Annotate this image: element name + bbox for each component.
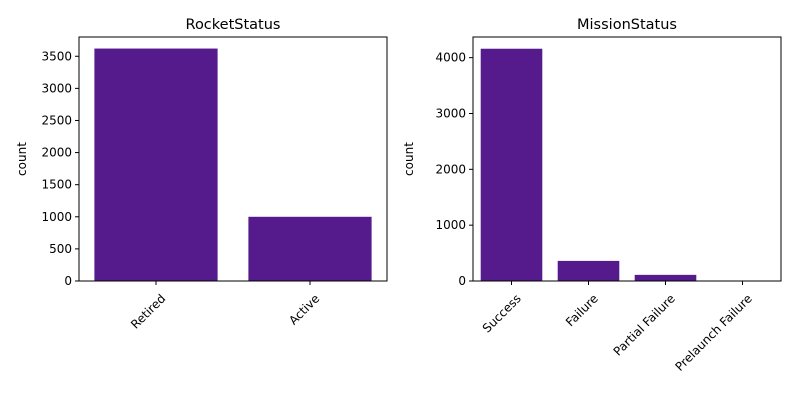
y-tick-label: 0 <box>64 274 72 288</box>
x-tick-label: Success <box>480 291 524 335</box>
y-tick-label: 2500 <box>41 113 72 127</box>
chart-title: RocketStatus <box>186 17 281 33</box>
x-tick-label: Retired <box>128 291 168 331</box>
x-tick-label: Failure <box>563 291 601 329</box>
axes-frame <box>78 36 388 282</box>
chart-rocket-status: 0 500 1000 1500 2000 2500 3000 3500 Retired Activ… <box>15 17 388 332</box>
y-tick-label: 3000 <box>435 106 466 120</box>
chart-title: MissionStatus <box>577 17 677 33</box>
y-tick-label: 0 <box>458 274 466 288</box>
x-tick-label: Partial Failure <box>611 291 678 358</box>
bar <box>248 216 372 281</box>
x-tick-label: Prelaunch Failure <box>672 291 754 373</box>
y-tick-label: 1000 <box>41 210 72 224</box>
y-tick-label: 3000 <box>41 81 72 95</box>
bar <box>557 260 620 281</box>
y-tick-label: 2000 <box>41 146 72 160</box>
y-tick-label: 3500 <box>41 49 72 63</box>
y-tick-label: 2000 <box>435 162 466 176</box>
y-axis-label: count <box>402 142 416 176</box>
bar <box>480 48 543 282</box>
bar <box>634 274 697 281</box>
y-tick-label: 500 <box>49 242 72 256</box>
y-tick-label: 1500 <box>41 178 72 192</box>
x-tick-label: Active <box>286 291 322 327</box>
y-tick-label: 1000 <box>435 218 466 232</box>
bar <box>94 48 218 282</box>
y-axis-label: count <box>15 142 29 176</box>
chart-mission-status: 0 1000 2000 3000 4000 Success Failure Partial F… <box>402 17 782 374</box>
axes-frame <box>472 36 782 282</box>
y-tick-label: 4000 <box>435 51 466 65</box>
